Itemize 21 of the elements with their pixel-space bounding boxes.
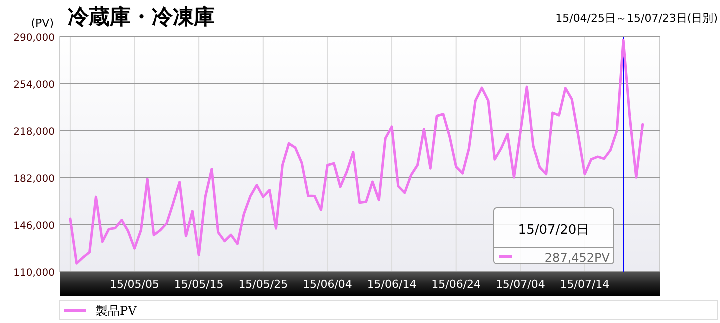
y-tick-label: 110,000 [14, 268, 55, 279]
y-tick-label: 254,000 [14, 80, 55, 91]
x-tick-label: 15/05/05 [110, 278, 160, 291]
y-tick-label: 182,000 [14, 174, 55, 185]
chart-title: 冷蔵庫・冷凍庫 [68, 5, 215, 29]
y-axis-title: (PV) [31, 17, 54, 30]
x-tick-label: 15/06/24 [432, 278, 482, 291]
x-tick-label: 15/06/04 [303, 278, 352, 291]
y-tick-label: 146,000 [14, 221, 55, 232]
x-tick-label: 15/05/25 [238, 278, 288, 291]
x-tick-label: 15/07/04 [496, 278, 546, 291]
y-tick-label: 290,000 [14, 33, 55, 44]
x-tick-label: 15/05/15 [174, 278, 224, 291]
chart-subtitle: 15/04/25日～15/07/23日(日別) [556, 12, 718, 25]
line-series [69, 39, 644, 265]
legend-label: 製品PV [96, 304, 138, 318]
x-tick-label: 15/06/14 [367, 278, 417, 291]
annotation: 287,452PV [544, 251, 611, 265]
y-tick-label: 218,000 [14, 127, 55, 138]
x-tick-label: 15/07/14 [560, 278, 610, 291]
annotation: 15/07/20日 [518, 223, 590, 238]
